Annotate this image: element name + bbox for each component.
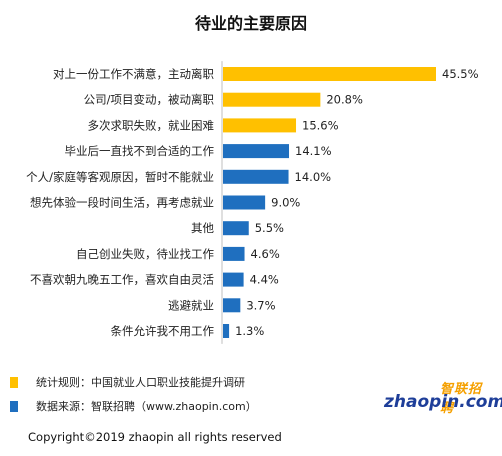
bar [223, 169, 289, 184]
legend-item-rule: 统计规则：中国就业人口职业技能提升调研 [10, 374, 245, 390]
bar [223, 67, 436, 81]
category-label: 逃避就业 [168, 298, 214, 312]
logo-english-text: zhaopin.com [384, 392, 502, 412]
category-label: 毕业后一直找不到合适的工作 [65, 144, 215, 158]
value-label: 3.7% [246, 298, 275, 312]
legend-text-rule: 统计规则：中国就业人口职业技能提升调研 [36, 376, 245, 389]
value-label: 15.6% [302, 118, 339, 132]
value-label: 9.0% [271, 196, 300, 210]
bar [223, 246, 245, 261]
bar [223, 298, 241, 313]
value-label: 4.4% [250, 273, 279, 287]
legend-item-source: 数据来源：智联招聘（www.zhaopin.com） [10, 398, 257, 414]
category-label: 自己创业失败，待业找工作 [76, 247, 214, 261]
category-label: 多次求职失败，就业困难 [88, 118, 215, 132]
legend-swatch-blue [10, 400, 18, 412]
bar [223, 221, 249, 236]
bar [223, 144, 290, 159]
bar [223, 195, 266, 210]
value-label: 45.5% [442, 67, 479, 81]
legend-swatch-yellow [10, 376, 18, 388]
category-label: 个人/家庭等客观原因，暂时不能就业 [26, 170, 214, 184]
bar [223, 118, 297, 133]
value-label: 1.3% [235, 324, 264, 338]
value-label: 14.1% [295, 144, 332, 158]
zhaopin-logo: 智联招聘 zhaopin.com [384, 378, 502, 416]
value-label: 4.6% [251, 247, 280, 261]
category-label: 对上一份工作不满意，主动离职 [53, 67, 214, 81]
logo-chinese-text: 智联招聘 [440, 382, 483, 416]
value-label: 20.8% [326, 93, 363, 107]
bar [223, 92, 321, 107]
copyright-text: Copyright©2019 zhaopin all rights reserv… [28, 430, 282, 444]
category-label: 条件允许我不用工作 [111, 324, 215, 338]
value-label: 14.0% [295, 170, 332, 184]
bar [223, 324, 230, 338]
category-label: 其他 [191, 221, 214, 235]
category-label: 公司/项目变动，被动离职 [84, 93, 215, 107]
category-label: 想先体验一段时间生活，再考虑就业 [30, 196, 214, 210]
legend-text-source: 数据来源：智联招聘（www.zhaopin.com） [36, 400, 257, 413]
value-label: 5.5% [255, 221, 284, 235]
category-label: 不喜欢朝九晚五工作，喜欢自由灵活 [30, 273, 214, 287]
bar [223, 272, 244, 287]
chart-title: 待业的主要原因 [194, 14, 307, 33]
bar-chart: 对上一份工作不满意，主动离职 45.5% 公司/项目变动，被动离职 20.8% 多次求职… [26, 61, 479, 344]
